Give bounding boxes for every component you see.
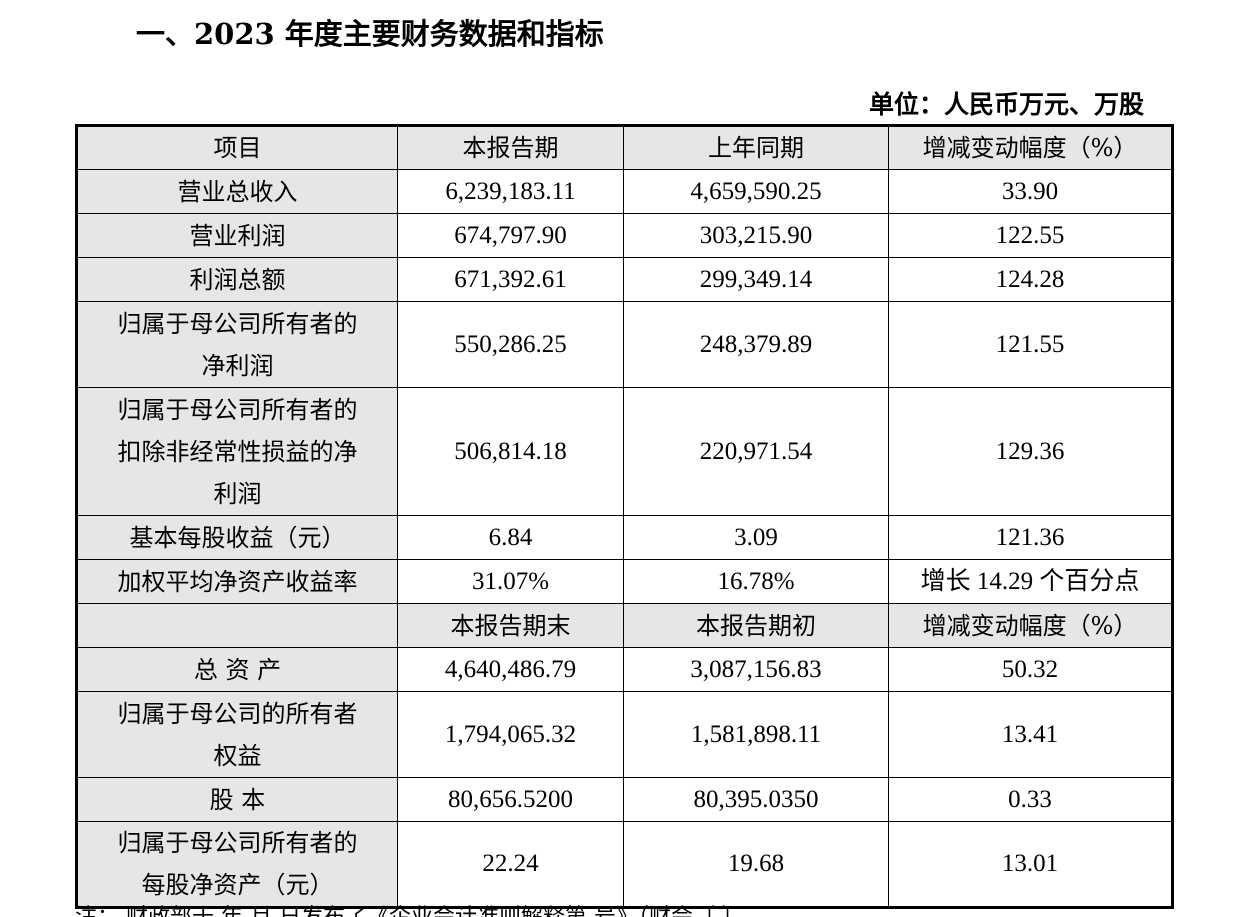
- table-row: 加权平均净资产收益率 31.07% 16.78% 增长 14.29 个百分点: [76, 559, 1173, 604]
- change-value: 0.33: [888, 777, 1173, 822]
- table-row: 归属于母公司所有者的 每股净资产（元） 22.24 19.68 13.01: [76, 821, 1173, 908]
- previous-value: 248,379.89: [623, 301, 889, 388]
- current-value: 22.24: [397, 821, 624, 908]
- footnote-partial: 注： 财政部于 年 月 日发布了《企业会计准则解释第 号》（财会〔 〕: [75, 905, 1171, 917]
- header-current: 本报告期: [397, 125, 624, 170]
- section-title: 一、2023 年度主要财务数据和指标: [136, 17, 604, 51]
- change-value: 33.90: [888, 169, 1173, 214]
- previous-value: 220,971.54: [623, 387, 889, 516]
- current-value: 506,814.18: [397, 387, 624, 516]
- change-value: 121.55: [888, 301, 1173, 388]
- item-label: 总 资 产: [76, 647, 398, 692]
- item-label: 股 本: [76, 777, 398, 822]
- table-row: 利润总额 671,392.61 299,349.14 124.28: [76, 257, 1173, 302]
- current-value: 31.07%: [397, 559, 624, 604]
- item-label: 基本每股收益（元）: [76, 515, 398, 560]
- previous-value: 299,349.14: [623, 257, 889, 302]
- header-item: 项目: [76, 125, 398, 170]
- table-row: 归属于母公司所有者的 扣除非经常性损益的净 利润 506,814.18 220,971.…: [76, 387, 1173, 516]
- table-row: 股 本 80,656.5200 80,395.0350 0.33: [76, 777, 1173, 822]
- previous-value: 3,087,156.83: [623, 647, 889, 692]
- current-value: 550,286.25: [397, 301, 624, 388]
- item-label: 利润总额: [76, 257, 398, 302]
- header-row: 本报告期末 本报告期初 增减变动幅度（%）: [76, 603, 1173, 648]
- previous-value: 3.09: [623, 515, 889, 560]
- change-value: 13.41: [888, 691, 1173, 778]
- table-row: 营业利润 674,797.90 303,215.90 122.55: [76, 213, 1173, 258]
- header-change: 增减变动幅度（%）: [888, 125, 1173, 170]
- item-label: 营业利润: [76, 213, 398, 258]
- current-value: 80,656.5200: [397, 777, 624, 822]
- previous-value: 80,395.0350: [623, 777, 889, 822]
- change-value: 50.32: [888, 647, 1173, 692]
- item-label: 归属于母公司的所有者 权益: [76, 691, 398, 778]
- header-previous: 上年同期: [623, 125, 889, 170]
- header-row: 项目 本报告期 上年同期 增减变动幅度（%）: [76, 125, 1173, 170]
- item-label: 加权平均净资产收益率: [76, 559, 398, 604]
- current-value: 6.84: [397, 515, 624, 560]
- item-label: 营业总收入: [76, 169, 398, 214]
- item-label: 归属于母公司所有者的 净利润: [76, 301, 398, 388]
- change-value: 124.28: [888, 257, 1173, 302]
- header-previous: 本报告期初: [623, 603, 889, 648]
- current-value: 1,794,065.32: [397, 691, 624, 778]
- table-row: 基本每股收益（元） 6.84 3.09 121.36: [76, 515, 1173, 560]
- header-change: 增减变动幅度（%）: [888, 603, 1173, 648]
- current-value: 674,797.90: [397, 213, 624, 258]
- table-row: 总 资 产 4,640,486.79 3,087,156.83 50.32: [76, 647, 1173, 692]
- table-row: 归属于母公司的所有者 权益 1,794,065.32 1,581,898.11 13.4…: [76, 691, 1173, 778]
- change-value: 121.36: [888, 515, 1173, 560]
- previous-value: 303,215.90: [623, 213, 889, 258]
- unit-label: 单位：人民币万元、万股: [868, 90, 1144, 119]
- current-value: 4,640,486.79: [397, 647, 624, 692]
- item-label: 归属于母公司所有者的 每股净资产（元）: [76, 821, 398, 908]
- header-item: [76, 603, 398, 648]
- previous-value: 19.68: [623, 821, 889, 908]
- previous-value: 1,581,898.11: [623, 691, 889, 778]
- change-value: 122.55: [888, 213, 1173, 258]
- change-value: 13.01: [888, 821, 1173, 908]
- change-value: 129.36: [888, 387, 1173, 516]
- table-row: 营业总收入 6,239,183.11 4,659,590.25 33.90: [76, 169, 1173, 214]
- previous-value: 4,659,590.25: [623, 169, 889, 214]
- change-value: 增长 14.29 个百分点: [888, 559, 1173, 604]
- current-value: 671,392.61: [397, 257, 624, 302]
- header-current: 本报告期末: [397, 603, 624, 648]
- table-row: 归属于母公司所有者的 净利润 550,286.25 248,379.89 121.55: [76, 301, 1173, 388]
- item-label: 归属于母公司所有者的 扣除非经常性损益的净 利润: [76, 387, 398, 516]
- previous-value: 16.78%: [623, 559, 889, 604]
- financial-data-table: 项目 本报告期 上年同期 增减变动幅度（%） 营业总收入 6,239,183.11 4,65…: [75, 124, 1174, 909]
- current-value: 6,239,183.11: [397, 169, 624, 214]
